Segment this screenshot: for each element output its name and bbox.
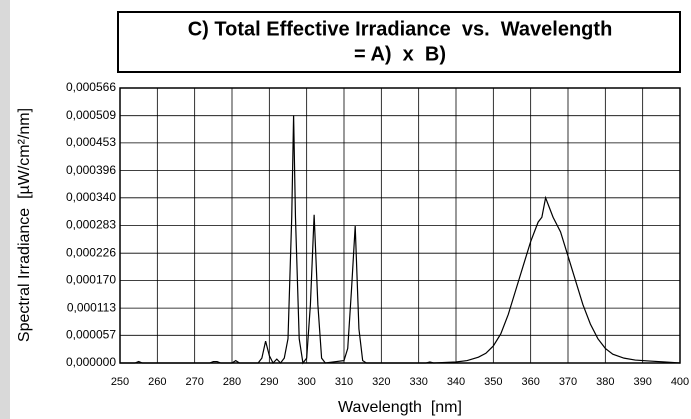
x-tick-label: 310 [335,376,353,388]
chart-title: C) Total Effective Irradiance vs. Wavele… [188,18,613,40]
x-tick-label: 330 [409,376,427,388]
y-tick-label: 0,000057 [66,327,116,341]
y-tick-label: 0,000170 [66,273,116,287]
x-tick-label: 280 [223,376,241,388]
y-tick-label: 0,000566 [66,80,116,94]
y-tick-label: 0,000340 [66,190,116,204]
y-axis-label: Spectral Irradiance [µW/cm²/nm] [16,108,33,342]
x-tick-label: 390 [633,376,651,388]
x-tick-label: 350 [484,376,502,388]
y-tick-label: 0,000453 [66,135,116,149]
x-tick-label: 290 [260,376,278,388]
x-axis-label: Wavelength [nm] [338,399,462,416]
x-tick-label: 250 [111,376,129,388]
x-tick-label: 380 [596,376,614,388]
x-tick-label: 260 [148,376,166,388]
x-tick-label: 360 [521,376,539,388]
x-tick-label: 300 [297,376,315,388]
y-tick-label: 0,000226 [66,245,116,259]
y-tick-label: 0,000509 [66,108,116,122]
y-tick-label: 0,000396 [66,163,116,177]
x-tick-label: 400 [671,376,689,388]
y-tick-label: 0,000283 [66,218,116,232]
x-tick-label: 340 [447,376,465,388]
x-tick-label: 270 [185,376,203,388]
y-tick-label: 0,000000 [66,355,116,369]
x-tick-label: 320 [372,376,390,388]
title-box [117,11,681,73]
x-tick-label: 370 [559,376,577,388]
data-line [120,115,681,365]
y-tick-label: 0,000113 [67,300,116,314]
side-strip [0,0,10,419]
chart-subtitle: = A) x B) [354,43,446,65]
